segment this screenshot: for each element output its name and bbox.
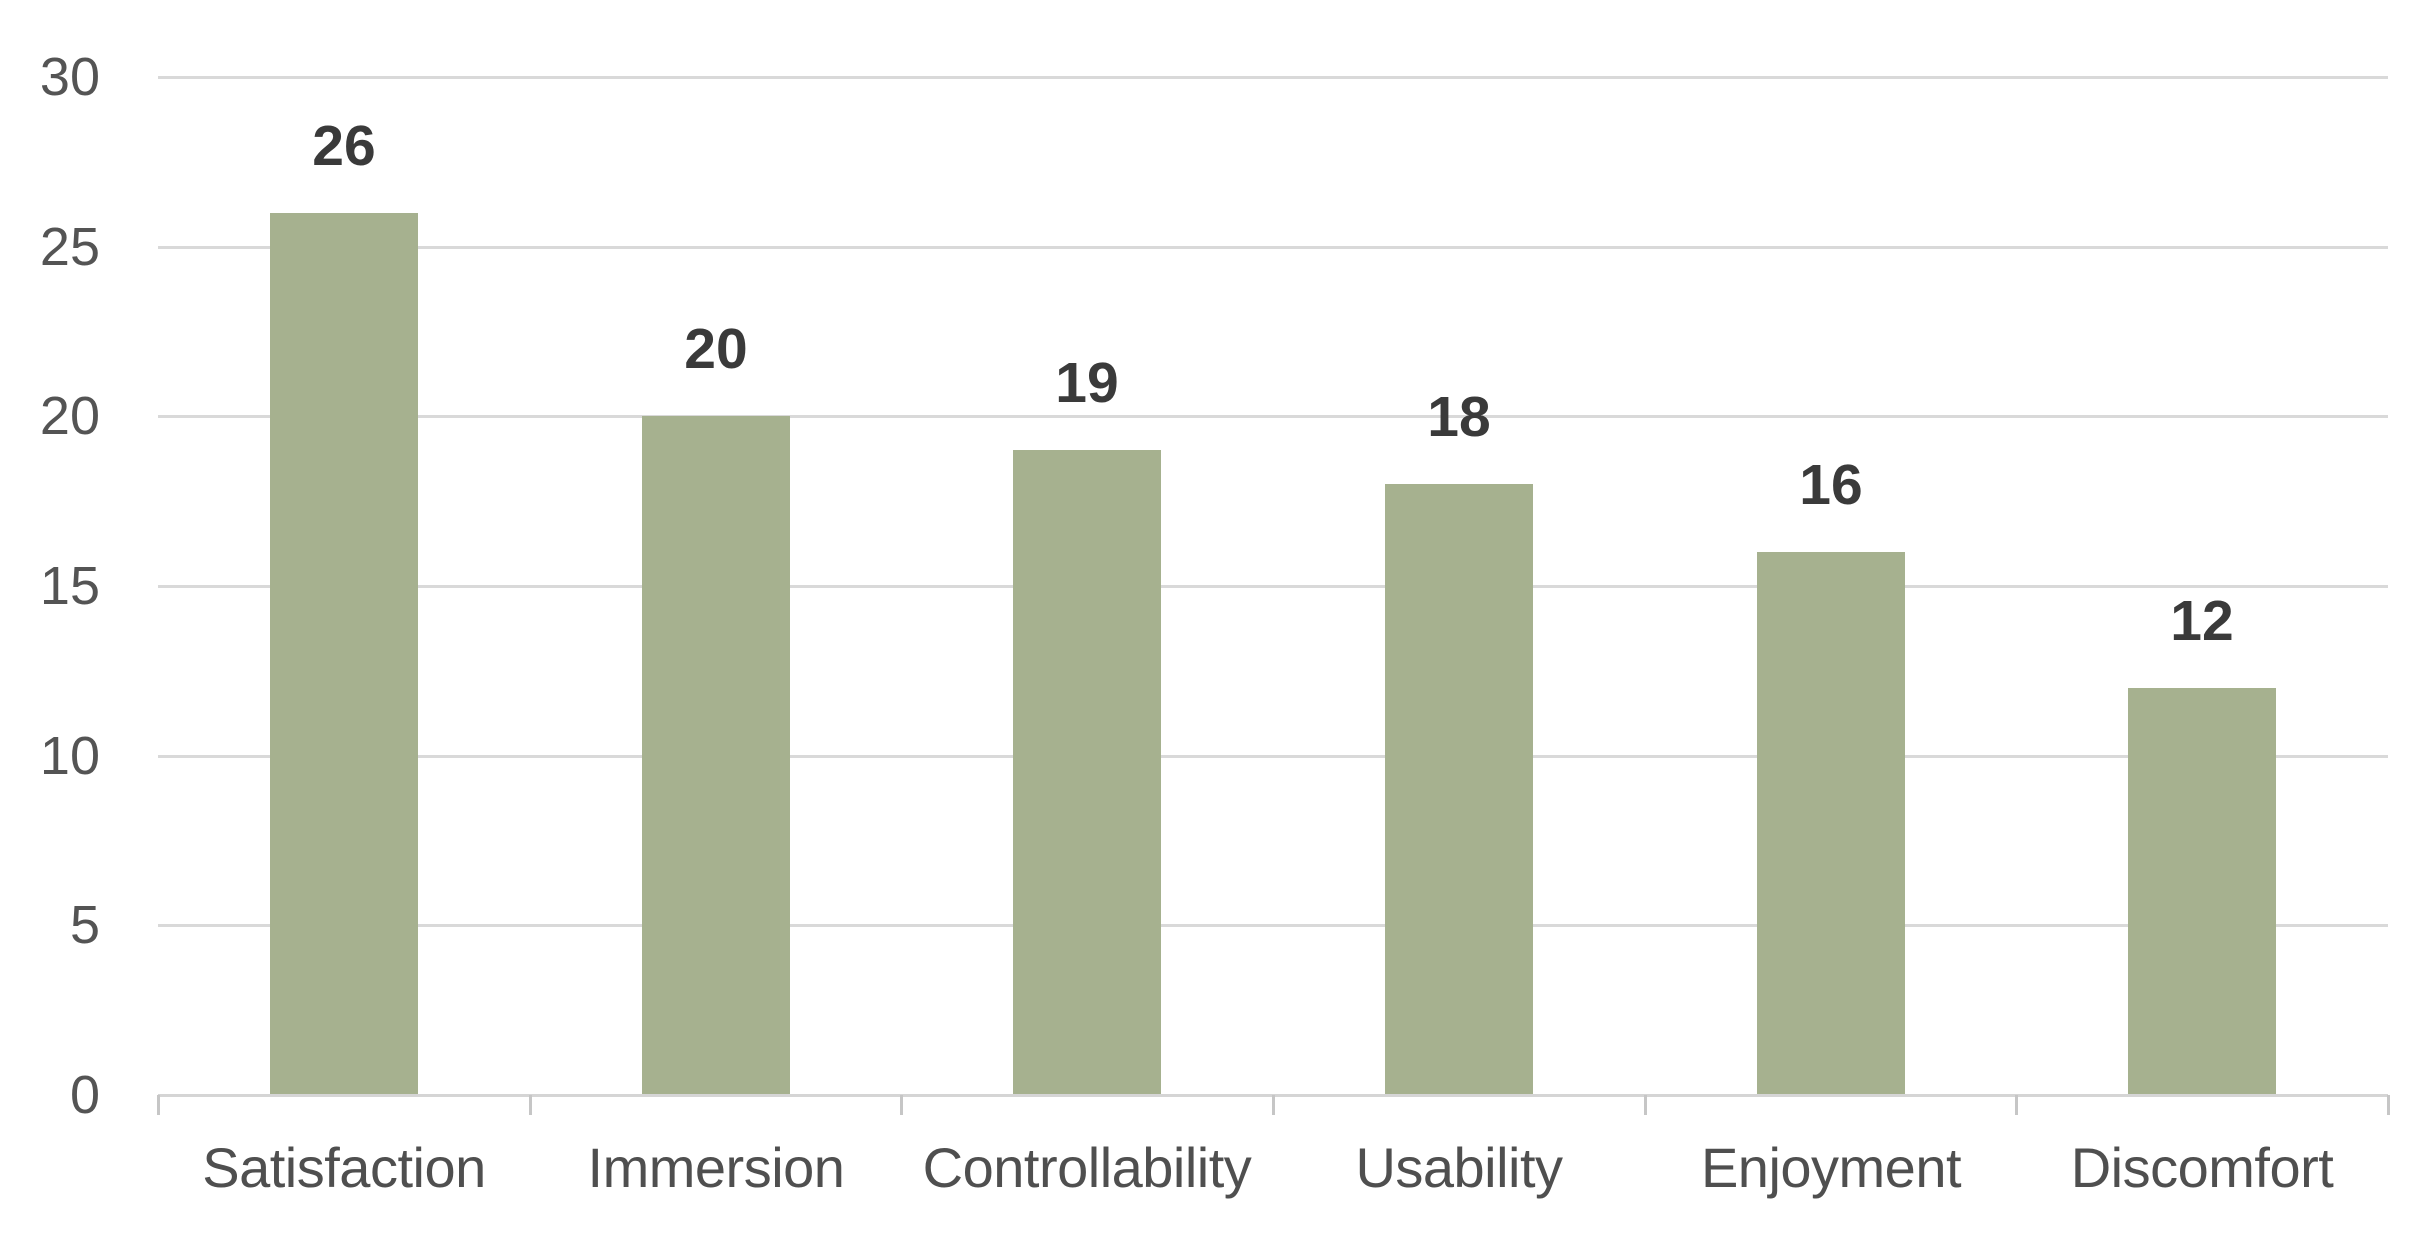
- y-axis-tick-label: 10: [39, 726, 100, 786]
- gridline: [158, 415, 2388, 418]
- bar-value-label: 18: [1427, 385, 1491, 449]
- category-label: Enjoyment: [1700, 1136, 1962, 1199]
- bar-usability: [1385, 484, 1533, 1094]
- gridline: [158, 755, 2388, 758]
- gridline: [158, 246, 2388, 249]
- bar-value-label: 26: [312, 114, 376, 178]
- category-label: Controllability: [922, 1136, 1252, 1199]
- bar-controllability: [1013, 450, 1161, 1094]
- x-axis-tick-mark: [900, 1095, 903, 1115]
- bar-satisfaction: [270, 213, 418, 1094]
- category-label: Satisfaction: [202, 1136, 486, 1199]
- y-axis-tick-label: 30: [39, 47, 100, 107]
- y-axis-tick-label: 5: [69, 895, 100, 955]
- category-label: Usability: [1355, 1136, 1563, 1199]
- y-axis-tick-label: 15: [39, 556, 100, 616]
- bar-value-label: 16: [1799, 453, 1863, 517]
- x-axis-tick-mark: [157, 1095, 160, 1115]
- bar-value-label: 19: [1055, 351, 1119, 415]
- gridline: [158, 585, 2388, 588]
- x-axis-tick-mark: [529, 1095, 532, 1115]
- x-axis-tick-mark: [1644, 1095, 1647, 1115]
- x-axis-tick-mark: [2387, 1095, 2390, 1115]
- gridline: [158, 76, 2388, 79]
- bar-value-label: 12: [2170, 589, 2234, 653]
- bar-immersion: [642, 416, 790, 1094]
- bar-enjoyment: [1757, 552, 1905, 1094]
- y-axis-tick-label: 0: [69, 1065, 100, 1125]
- gridline: [158, 924, 2388, 927]
- category-label: Discomfort: [2070, 1136, 2334, 1199]
- y-axis-tick-label: 20: [39, 386, 100, 446]
- x-axis-tick-mark: [2015, 1095, 2018, 1115]
- category-label: Immersion: [587, 1136, 845, 1199]
- y-axis-tick-label: 25: [39, 217, 100, 277]
- bar-value-label: 20: [684, 317, 748, 381]
- x-axis-tick-mark: [1272, 1095, 1275, 1115]
- bar-discomfort: [2128, 688, 2276, 1094]
